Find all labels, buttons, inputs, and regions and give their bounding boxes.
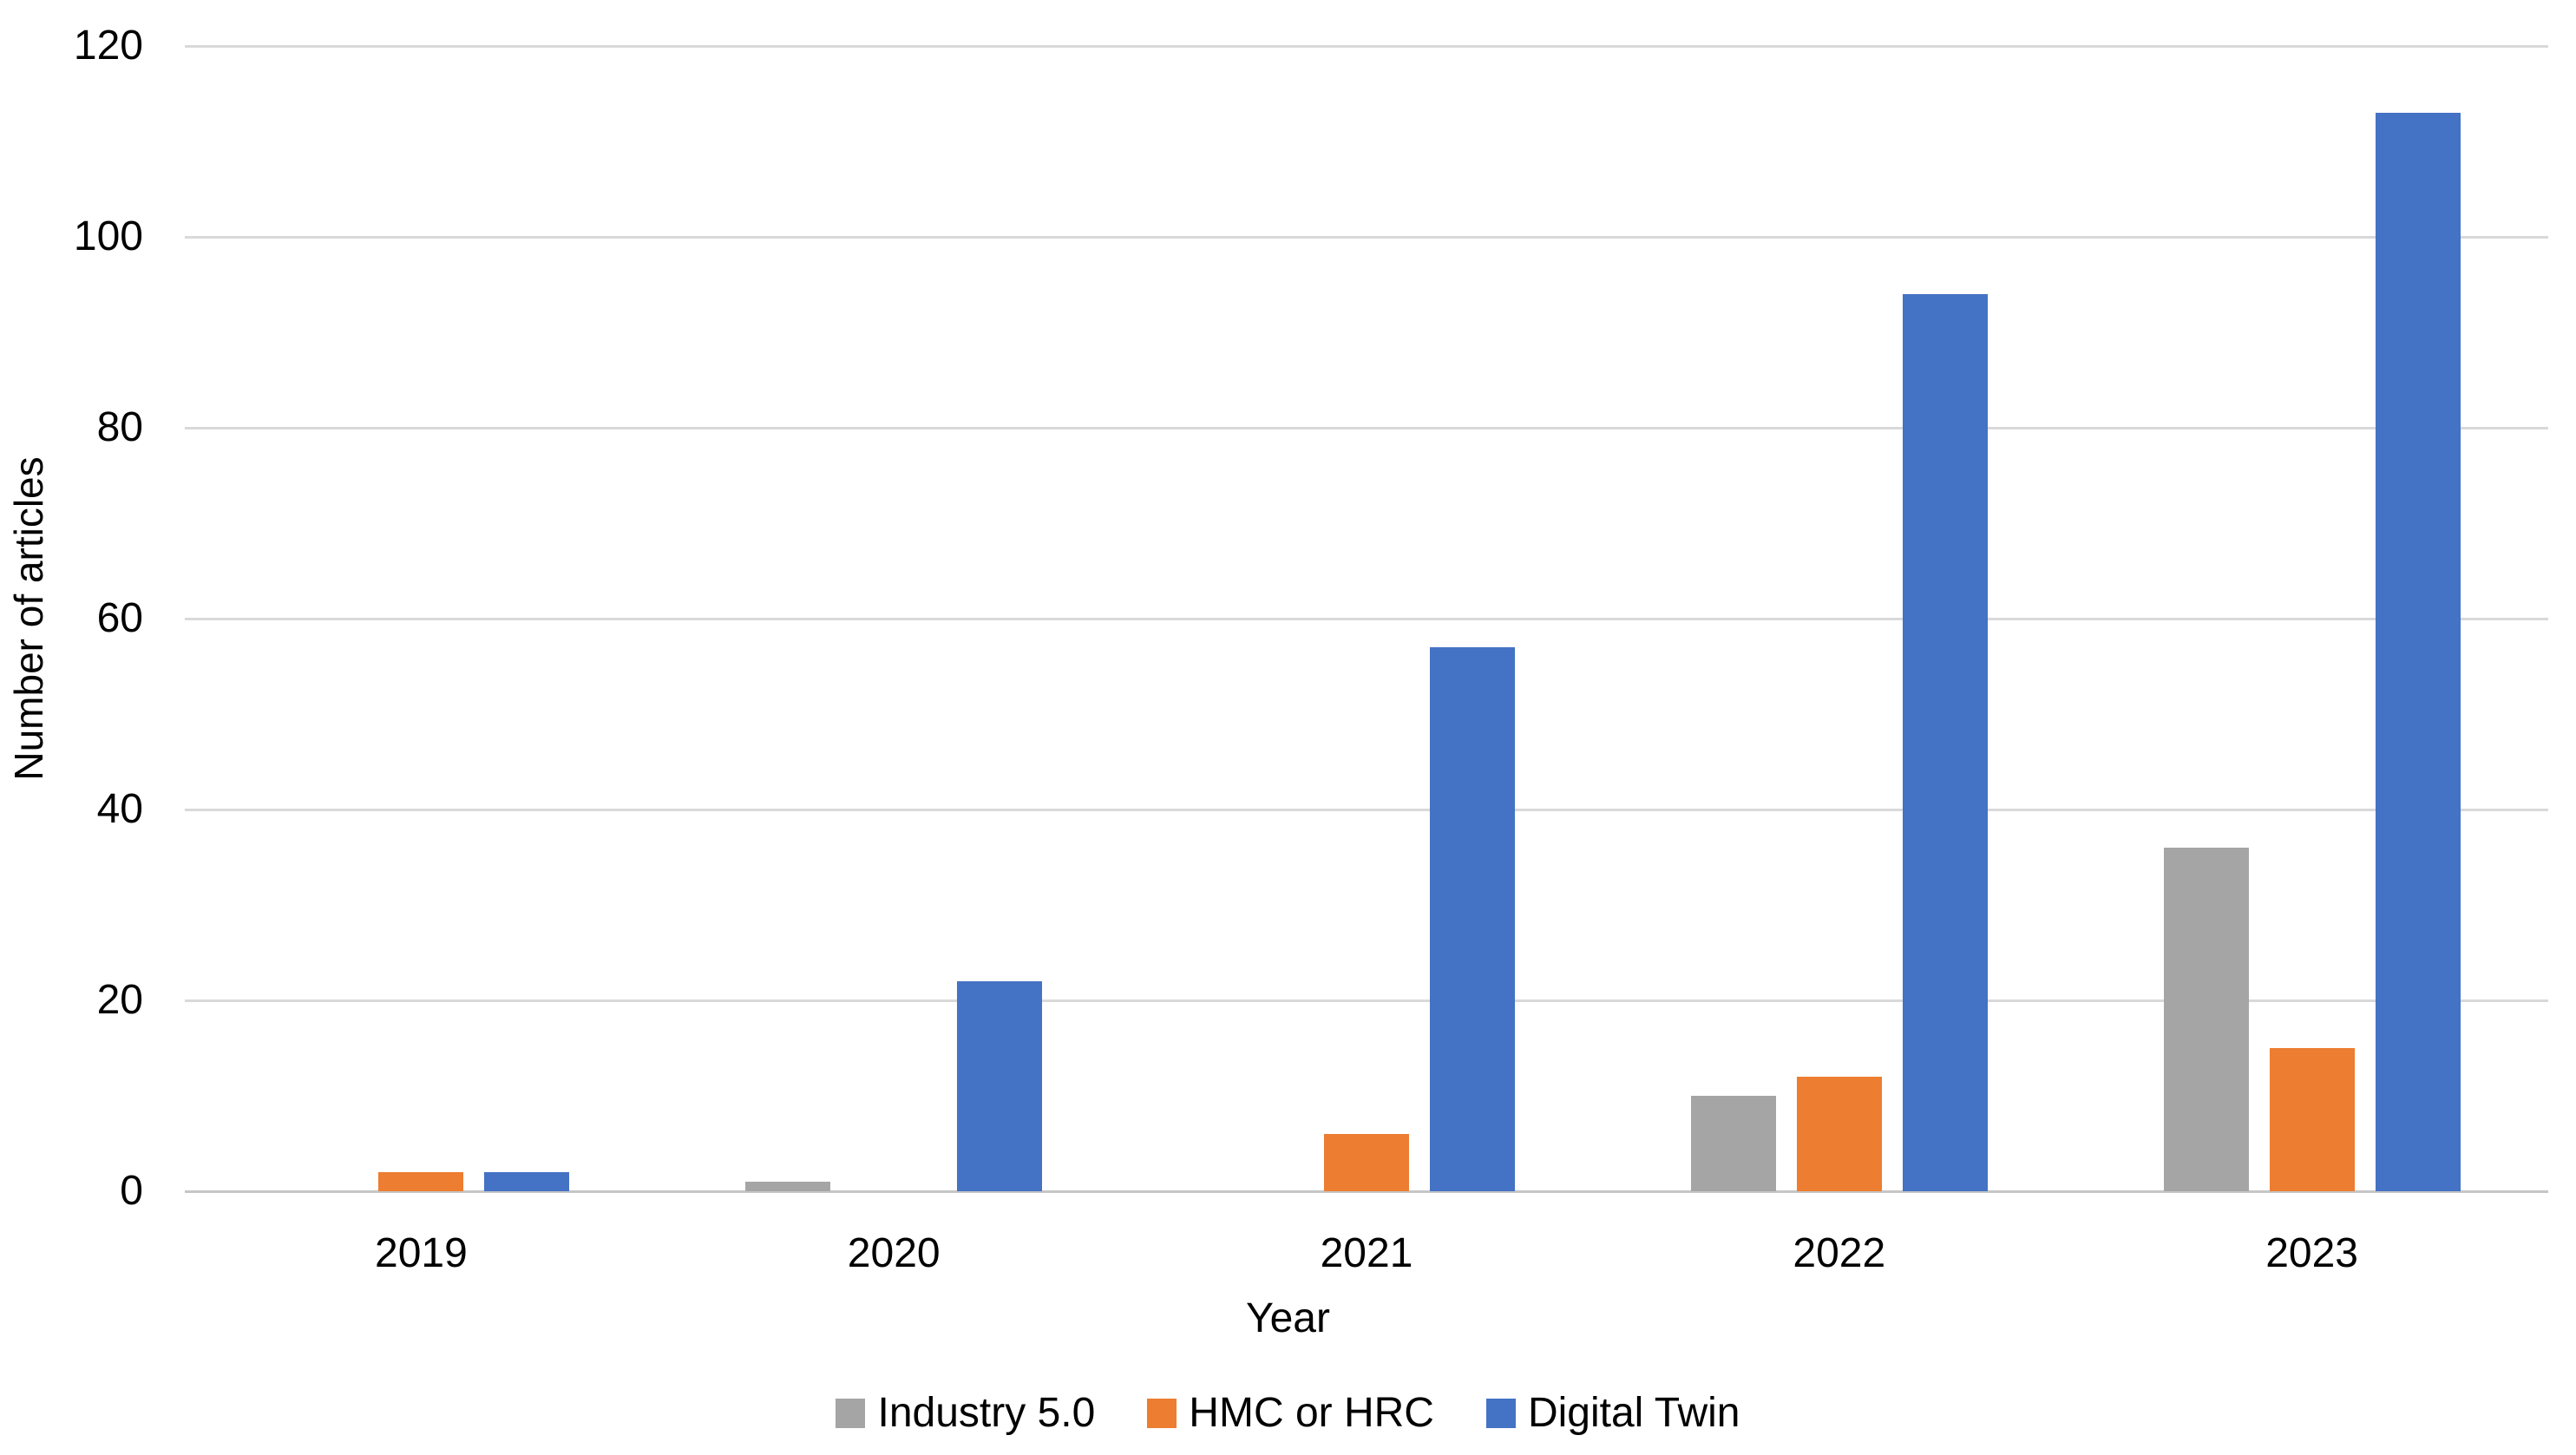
x-tick-label-2023: 2023 [2265, 1230, 2358, 1276]
y-tick-label-40: 40 [96, 786, 143, 832]
legend: Industry 5.0 HMC or HRC Digital Twin [0, 1391, 2576, 1436]
bar-hmc-or-hrc-2023 [2269, 1048, 2355, 1191]
gridline-80 [185, 426, 2548, 429]
bar-digital-twin-2023 [2375, 113, 2461, 1191]
bar-hmc-or-hrc-2021 [1324, 1134, 1409, 1191]
legend-swatch-digital-twin [1485, 1399, 1516, 1428]
x-tick-label-2022: 2022 [1793, 1230, 1886, 1276]
legend-label-digital-twin: Digital Twin [1527, 1390, 1740, 1436]
gridline-60 [185, 617, 2548, 620]
y-tick-label-80: 80 [96, 404, 143, 450]
gridline-40 [185, 808, 2548, 811]
bar-digital-twin-2021 [1430, 647, 1515, 1191]
gridline-0 [185, 1190, 2548, 1193]
bar-digital-twin-2022 [1902, 294, 1988, 1191]
bar-industry-5-0-2022 [1690, 1096, 1776, 1191]
legend-swatch-hmc-or-hrc [1147, 1399, 1177, 1428]
bar-hmc-or-hrc-2022 [1796, 1077, 1882, 1191]
legend-item-industry-5-0: Industry 5.0 [836, 1391, 1095, 1436]
gridline-20 [185, 999, 2548, 1002]
legend-swatch-industry-5-0 [836, 1399, 866, 1428]
bar-industry-5-0-2023 [2163, 848, 2249, 1191]
y-tick-label-120: 120 [73, 23, 143, 69]
x-tick-label-2019: 2019 [375, 1230, 468, 1276]
x-axis-title: Year [1246, 1295, 1330, 1341]
bar-digital-twin-2019 [484, 1172, 570, 1191]
y-tick-label-60: 60 [96, 595, 143, 641]
x-tick-label-2021: 2021 [1320, 1230, 1413, 1276]
gridline-100 [185, 235, 2548, 239]
plot-area [185, 44, 2548, 1193]
bar-industry-5-0-2020 [745, 1182, 831, 1191]
bar-digital-twin-2020 [957, 981, 1043, 1191]
legend-item-digital-twin: Digital Twin [1485, 1390, 1740, 1436]
bar-hmc-or-hrc-2019 [378, 1172, 464, 1191]
y-tick-label-0: 0 [120, 1168, 143, 1214]
legend-item-hmc-or-hrc: HMC or HRC [1147, 1391, 1434, 1436]
y-tick-label-20: 20 [96, 977, 143, 1023]
x-tick-label-2020: 2020 [847, 1230, 941, 1276]
y-tick-label-100: 100 [73, 213, 143, 259]
legend-label-industry-5-0: Industry 5.0 [877, 1390, 1096, 1436]
legend-label-hmc-or-hrc: HMC or HRC [1189, 1390, 1434, 1436]
gridline-120 [185, 44, 2548, 48]
